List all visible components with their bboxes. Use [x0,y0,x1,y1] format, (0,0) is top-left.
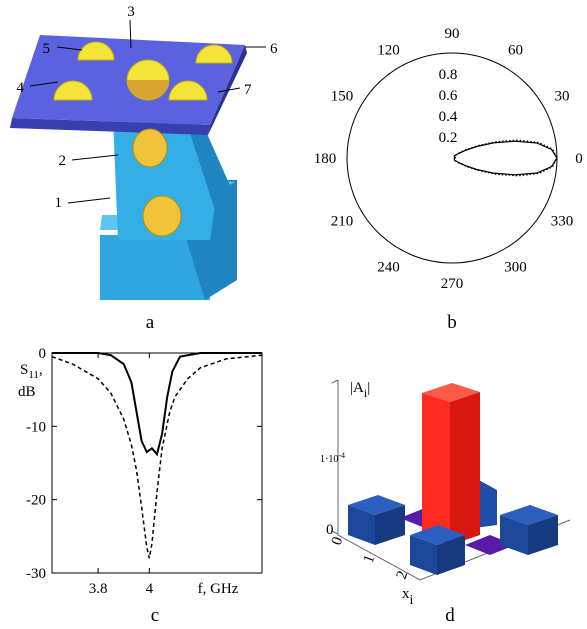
y-tick-label: -20 [26,493,46,509]
bar-3d-illustration [332,380,570,580]
data-line [52,353,262,454]
d-y-label-close: | [367,380,370,396]
angle-label: 330 [551,214,574,230]
angle-label: 60 [508,43,523,59]
d-tick-exp: -4 [338,451,345,460]
angle-label: 30 [554,89,569,105]
angle-label: 210 [331,214,354,230]
figure: 1 2 3 4 5 6 7 a |Ai| 1·10-4 0 0 1 2 xi d… [0,0,587,629]
d-y-label: |A [350,380,364,396]
y-label: S11, [20,362,43,381]
x-tick-label: 3.8 [89,581,108,597]
bar-3d-illustration [332,380,338,383]
callout: 7 [244,82,252,98]
d-tick: 1·10-4 [320,451,345,465]
bar-3d-illustration [450,392,480,545]
angle-label: 150 [331,89,354,105]
callout: 6 [270,41,278,57]
y-tick-label: -30 [26,566,46,582]
callout: 5 [43,41,51,57]
d-x-label-sub: i [410,593,414,608]
callout: 3 [127,4,135,20]
d-tick: 0 [329,535,347,548]
d-x-label: xi [402,586,414,608]
y-label-unit: dB [18,384,36,400]
angle-label: 300 [504,259,527,275]
y-label-sub: 11 [28,369,39,381]
angle-label: 90 [445,26,460,42]
radius-label: 0.4 [439,109,458,125]
data-line [52,355,262,558]
angle-label: 240 [377,259,400,275]
panel-label: b [447,312,457,333]
radius-label: 0.6 [439,88,458,104]
x-tick-label: 4 [146,581,154,597]
angle-label: 0 [575,151,583,167]
d-tick: 1·10 [320,454,338,465]
antenna-illustration [68,198,110,203]
panel-label: a [146,312,155,333]
radius-label: 0.8 [439,67,458,83]
antenna-illustration [143,196,181,236]
y-label: , [39,362,43,378]
polar-frame [347,53,557,263]
callout: 2 [59,153,67,169]
antenna-illustration [72,155,118,160]
d-tick: 1 [361,553,379,566]
pattern-line [454,141,557,175]
plot-frame [52,353,262,573]
angle-label: 180 [314,151,337,167]
panel-label: c [151,605,159,626]
panel-label: d [445,605,455,626]
y-tick-label: 0 [39,346,47,362]
angle-label: 270 [441,276,464,292]
callout: 1 [55,195,63,211]
y-tick-label: -10 [26,419,46,435]
bar-3d-illustration [422,393,450,545]
callout: 4 [17,80,25,96]
d-y-label: |Ai| [350,380,370,400]
x-label: f, GHz [198,581,239,597]
antenna-illustration [133,129,167,167]
y-label: S [20,362,28,378]
radius-label: 0.2 [439,130,458,146]
antenna-illustration [10,20,266,300]
angle-label: 120 [377,43,400,59]
